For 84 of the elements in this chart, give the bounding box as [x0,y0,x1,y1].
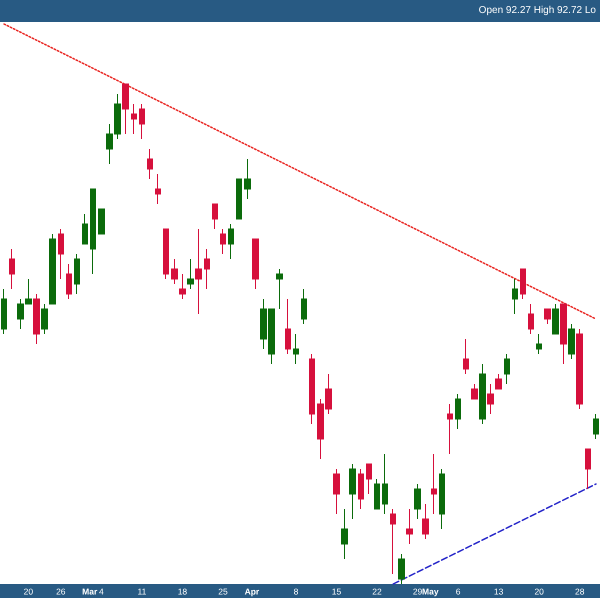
candlestick [463,338,469,374]
candlestick [439,468,445,530]
candlestick [374,478,380,510]
candlestick [236,178,242,220]
candlestick [487,384,494,414]
candlestick [366,464,372,494]
candlestick [187,258,194,290]
candlestick [74,254,80,294]
candlestick [593,414,599,440]
x-tick-label: 15 [332,586,342,596]
candlestick [431,454,437,514]
candlestick [552,304,559,334]
candlestick [285,298,291,354]
candlestick [33,294,40,344]
candlestick [9,248,15,290]
candlestick [528,304,534,334]
candlestick [139,104,145,140]
candlestick [349,464,356,520]
candlestick [204,248,210,290]
x-tick-label: 20 [534,586,544,596]
candlestick [422,504,429,540]
candlestick [512,278,518,314]
candlestick [398,554,405,584]
candlestick [82,214,88,244]
candlestick [276,268,283,310]
candlestick [390,508,396,574]
candlestick [293,334,299,364]
x-tick-label: 22 [372,586,382,596]
candlestick [244,158,251,200]
candlestick [66,264,72,300]
x-tick-label: Mar [82,586,98,596]
candlestick [98,208,105,234]
candlestick [195,228,202,314]
candlestick [333,468,340,514]
candlestick [171,258,178,284]
candlestick [122,84,129,134]
candlestick [301,288,307,324]
x-tick-label: 20 [24,586,34,596]
x-tick-label: 25 [218,586,228,596]
x-tick-label: 26 [56,586,66,596]
candlestick [309,354,315,424]
candlestick [41,304,48,334]
candlestick [163,228,169,280]
x-tick-label: 4 [98,586,104,596]
candlestick [155,174,161,204]
candlestick [455,394,461,430]
candlestick [576,328,583,410]
x-tick-label: 11 [137,586,147,596]
x-tick-label: 13 [494,586,504,596]
candlestick [1,288,7,334]
candlestick [585,448,591,490]
candlestick [471,384,478,400]
candlestick [358,468,364,510]
candlestick [495,374,502,390]
x-tick-label: Apr [244,586,260,596]
candlestick [252,238,259,290]
candlestick [179,274,186,300]
candlestick [568,324,575,360]
candlestick [49,234,56,304]
candlestick [414,484,421,520]
x-tick-label: 8 [294,586,299,596]
candlestick [220,228,226,254]
candlestick [228,224,234,260]
x-tick-label: May [422,586,439,596]
candlestick [406,508,413,544]
candlestick [520,268,526,300]
candlestick [382,454,388,514]
candlestick [544,308,551,324]
x-tick-label: 28 [574,586,585,596]
candlestick [58,228,64,280]
candlestick [479,364,486,424]
candlestick [447,404,453,454]
x-tick-label: 6 [456,586,461,596]
candlestick [212,204,218,230]
candlestick [504,354,510,384]
candlestick [147,148,153,180]
x-tick-label: 29 [412,586,423,596]
candlestick [341,508,348,560]
candlestick [90,188,96,274]
candlestick [536,334,542,354]
candlestick [131,104,137,134]
candlestick [560,304,567,364]
x-tick-label: 18 [178,586,188,596]
text: Open 92.27 High 92.72 Lo [478,5,596,16]
